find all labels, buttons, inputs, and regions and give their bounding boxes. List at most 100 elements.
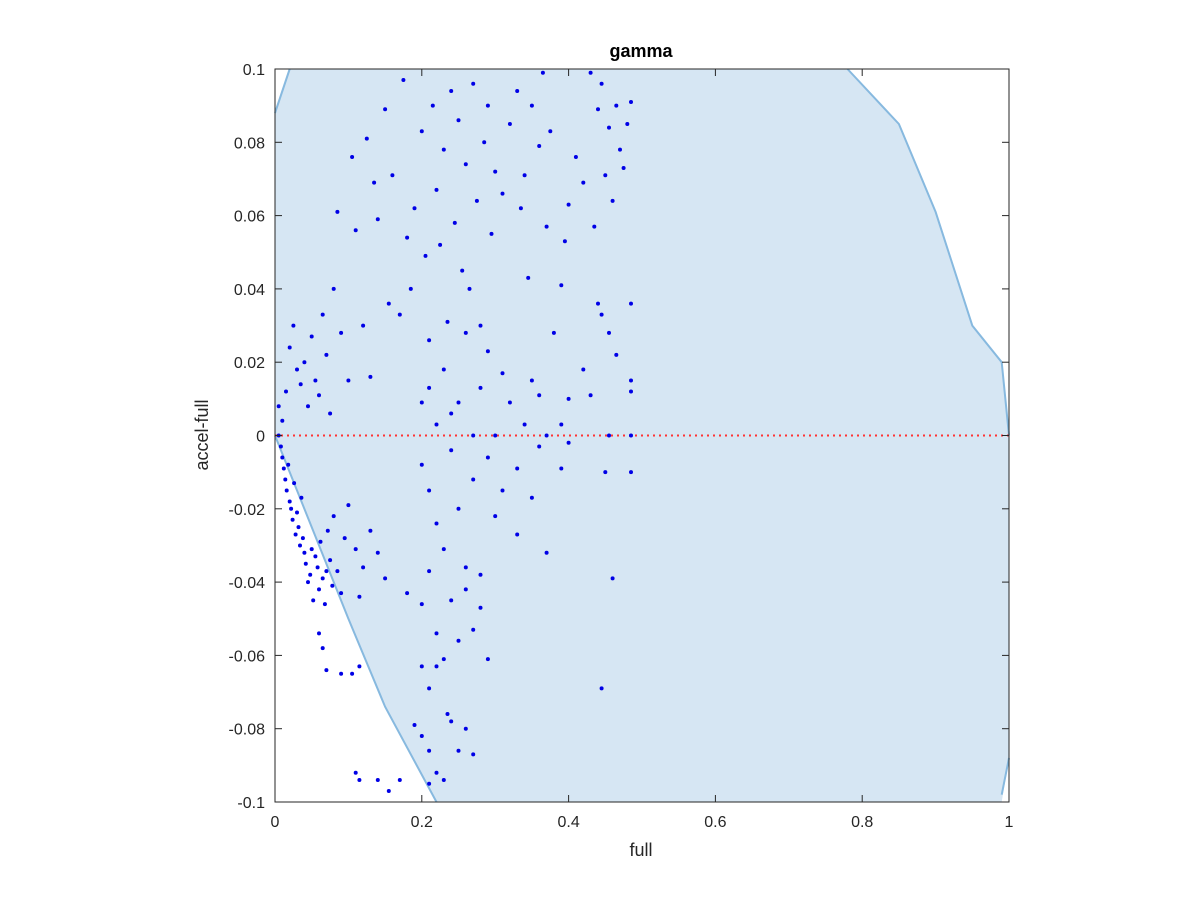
data-point	[419, 734, 424, 738]
data-point	[339, 591, 344, 596]
data-point	[581, 367, 586, 372]
data-point	[412, 206, 417, 211]
data-point	[357, 594, 362, 599]
data-point	[434, 422, 439, 427]
x-tick-label: 1	[1005, 814, 1014, 831]
data-point	[449, 411, 454, 416]
chart-title: gamma	[609, 41, 673, 61]
data-point	[298, 382, 303, 387]
data-point	[463, 565, 468, 570]
data-point	[434, 664, 439, 669]
data-point	[456, 506, 461, 511]
data-point	[364, 136, 369, 141]
data-point	[614, 352, 619, 357]
data-point	[287, 345, 292, 350]
data-point	[463, 726, 468, 731]
data-point	[596, 107, 600, 112]
data-point	[507, 122, 512, 126]
data-point	[302, 360, 307, 365]
region-edge-lower	[274, 435, 438, 803]
data-point	[471, 477, 476, 482]
x-axis: 0 0.2 0.4 0.6 0.8 1	[271, 69, 1014, 831]
data-point	[471, 433, 476, 438]
data-point	[318, 539, 323, 544]
data-point	[438, 242, 443, 247]
data-point	[427, 385, 432, 390]
data-point	[284, 488, 289, 493]
data-point	[500, 371, 505, 376]
data-point	[427, 686, 432, 691]
data-point	[299, 495, 304, 500]
data-point	[467, 286, 472, 291]
data-point	[452, 220, 457, 225]
data-point	[621, 166, 626, 170]
data-point	[427, 569, 432, 574]
data-point	[515, 466, 520, 471]
data-point	[357, 664, 362, 669]
data-point	[278, 444, 283, 449]
y-tick-label: 0.06	[234, 209, 265, 226]
x-tick-label: 0.6	[704, 814, 726, 831]
data-point	[280, 418, 285, 423]
data-point	[592, 224, 597, 229]
data-point	[474, 198, 479, 203]
data-point	[280, 455, 285, 460]
data-point	[419, 129, 424, 134]
data-point	[328, 558, 333, 563]
data-point	[618, 147, 622, 152]
data-point	[507, 400, 512, 405]
data-point	[427, 781, 432, 786]
data-point	[607, 330, 611, 335]
data-point	[346, 503, 351, 508]
data-point	[289, 506, 294, 511]
x-tick-label: 0	[271, 814, 280, 831]
data-point	[441, 547, 446, 552]
data-point	[296, 525, 301, 530]
plot-area	[274, 68, 1010, 803]
data-point	[419, 602, 424, 607]
y-tick-label: 0.04	[234, 282, 265, 299]
data-point	[500, 191, 505, 196]
data-point	[317, 393, 321, 398]
data-point	[293, 532, 298, 537]
data-point	[489, 231, 494, 236]
data-point	[434, 631, 439, 636]
data-point	[309, 547, 314, 552]
data-point	[295, 367, 299, 372]
data-point	[515, 89, 520, 93]
data-point	[306, 404, 310, 409]
data-point	[588, 393, 593, 398]
data-point	[596, 301, 600, 306]
data-point	[324, 352, 329, 357]
data-point	[522, 173, 527, 178]
data-point	[515, 532, 520, 537]
data-point	[419, 462, 424, 467]
data-point	[330, 583, 335, 588]
data-point	[566, 202, 571, 207]
data-point	[559, 466, 564, 471]
data-point	[320, 312, 325, 317]
data-point	[386, 301, 391, 306]
data-point	[291, 323, 296, 328]
data-point	[449, 719, 454, 724]
data-point	[607, 433, 611, 438]
data-point	[339, 671, 344, 676]
data-point	[405, 235, 410, 240]
data-point	[283, 477, 288, 482]
data-point	[427, 748, 432, 753]
data-point	[287, 499, 292, 504]
y-tick-label: -0.04	[229, 575, 266, 592]
data-point	[599, 81, 604, 86]
data-point	[295, 510, 299, 515]
data-point	[320, 576, 325, 581]
data-point	[309, 334, 314, 339]
data-point	[423, 253, 428, 258]
data-point	[478, 323, 483, 328]
data-point	[350, 155, 355, 159]
data-point	[441, 657, 446, 662]
data-point	[342, 536, 347, 541]
data-point	[331, 286, 336, 291]
data-point	[317, 587, 321, 592]
data-point	[368, 374, 373, 379]
data-point	[629, 470, 633, 475]
